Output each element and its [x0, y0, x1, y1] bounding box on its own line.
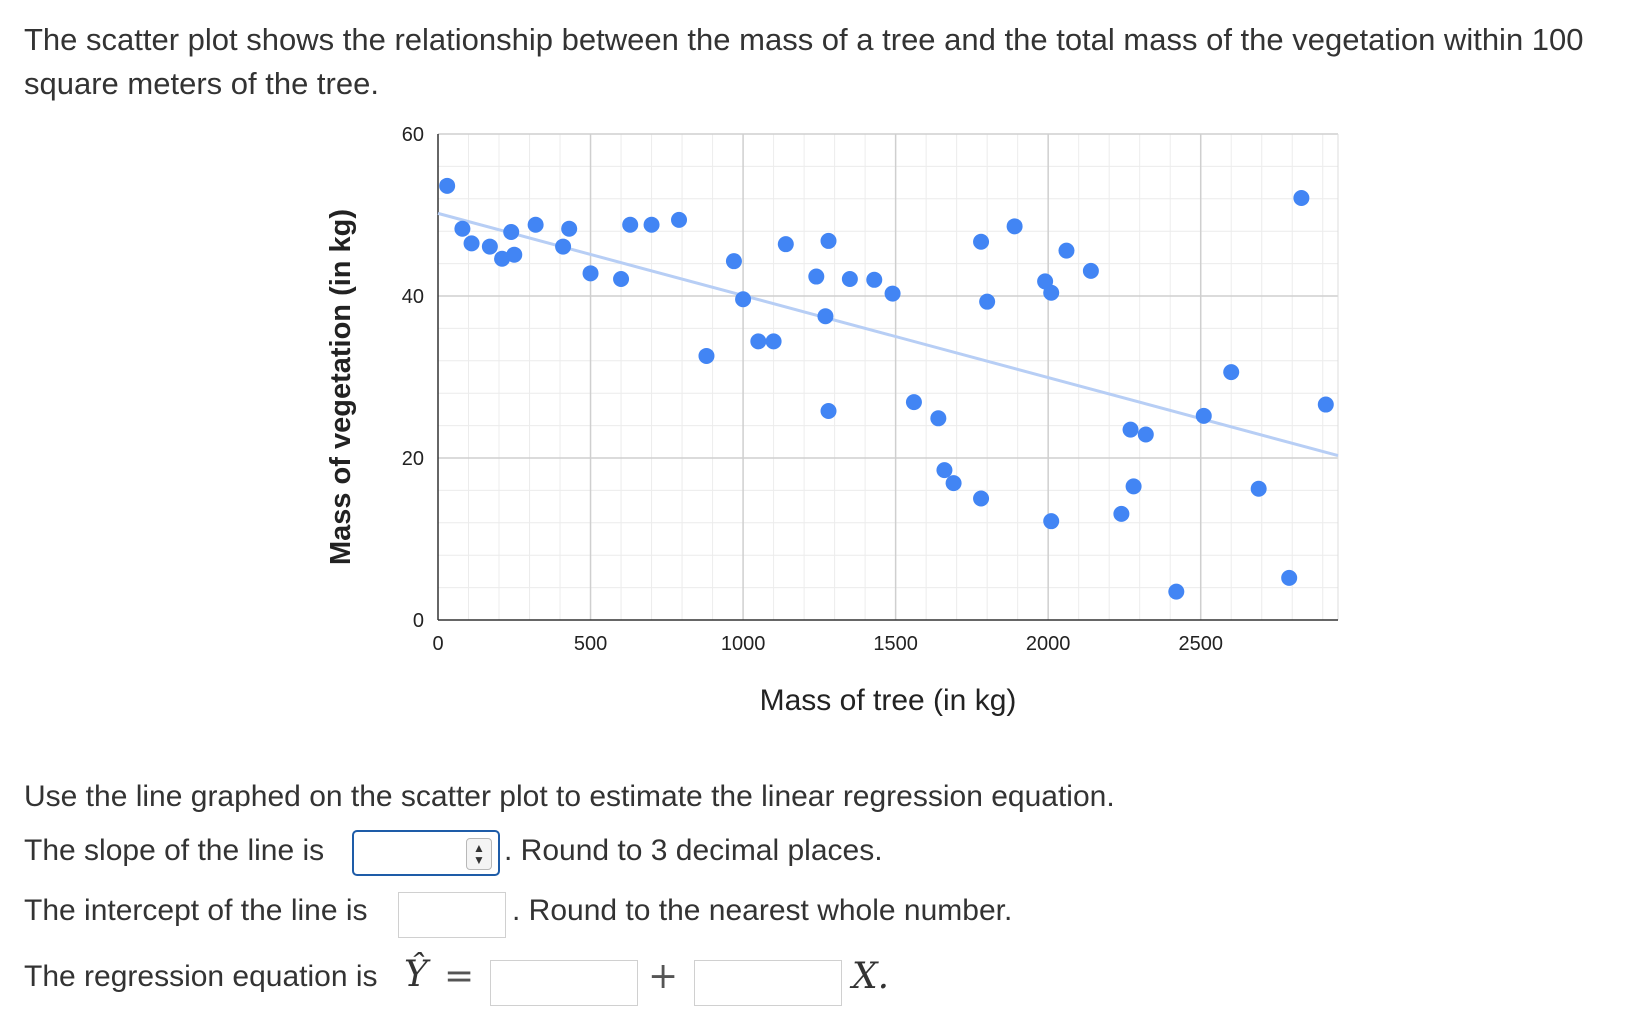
- data-point: [979, 293, 996, 310]
- data-point: [808, 268, 825, 285]
- data-point: [817, 308, 834, 325]
- equation-plus: +: [648, 956, 679, 997]
- x-tick-label: 500: [574, 633, 607, 655]
- equation-lhs: Ŷ: [404, 954, 428, 995]
- data-point: [582, 265, 599, 282]
- data-point: [613, 270, 630, 287]
- data-point: [1317, 396, 1334, 413]
- data-point: [439, 177, 456, 194]
- data-point: [735, 291, 752, 308]
- chart-axes: [437, 134, 1338, 621]
- data-point: [1223, 364, 1240, 381]
- data-point: [1125, 478, 1142, 495]
- data-point: [841, 270, 858, 287]
- data-point: [1082, 262, 1099, 279]
- data-point: [973, 490, 990, 507]
- data-point: [930, 410, 947, 427]
- data-point: [1137, 426, 1154, 443]
- data-point: [506, 246, 523, 263]
- intercept-input[interactable]: [398, 892, 506, 938]
- data-point: [1043, 513, 1060, 530]
- data-point: [973, 233, 990, 250]
- y-axis-label: Mass of vegetation (in kg): [325, 209, 357, 565]
- x-tick-label: 1000: [721, 633, 766, 655]
- x-tick-label: 1500: [873, 633, 918, 655]
- slope-input[interactable]: ▲ ▼: [352, 830, 500, 876]
- y-tick-label: 40: [402, 286, 424, 308]
- trendline: [437, 211, 1339, 458]
- x-tick-label: 0: [432, 633, 443, 655]
- y-tick-label: 0: [413, 610, 424, 632]
- data-point: [945, 475, 962, 492]
- y-tick-label: 20: [402, 448, 424, 470]
- equation-slope-input[interactable]: [694, 960, 842, 1006]
- data-point: [1058, 242, 1075, 259]
- data-point: [643, 216, 660, 233]
- data-point: [555, 238, 572, 255]
- data-points: [439, 177, 1334, 600]
- x-tick-label: 2500: [1178, 633, 1223, 655]
- intercept-suffix: . Round to the nearest whole number.: [512, 894, 1013, 927]
- data-point: [1250, 480, 1267, 497]
- data-point: [503, 224, 520, 241]
- slope-prefix: The slope of the line is: [24, 834, 325, 867]
- data-point: [698, 347, 715, 364]
- slope-suffix: . Round to 3 decimal places.: [504, 834, 883, 867]
- data-point: [561, 220, 578, 237]
- slope-stepper[interactable]: ▲ ▼: [466, 838, 492, 870]
- instruction-text: Use the line graphed on the scatter plot…: [24, 780, 1115, 813]
- data-point: [1113, 505, 1130, 522]
- data-point: [765, 333, 782, 350]
- data-point: [1043, 284, 1060, 301]
- x-tick-label: 2000: [1026, 633, 1071, 655]
- y-tick-label: 60: [402, 124, 424, 146]
- data-point: [494, 250, 511, 267]
- data-point: [1293, 189, 1310, 206]
- data-point: [884, 285, 901, 302]
- question-intro: The scatter plot shows the relationship …: [24, 22, 1584, 101]
- data-point: [622, 216, 639, 233]
- equation-prefix: The regression equation is: [24, 960, 378, 993]
- scatter-chart: 0 500 1000 1500 2000 2500 0 20 40 60 Mass of tree…: [325, 124, 1339, 717]
- equation-variable: X.: [852, 956, 890, 997]
- data-point: [750, 333, 767, 350]
- equation-equals: =: [444, 956, 475, 997]
- data-point: [820, 232, 837, 249]
- data-point: [936, 462, 953, 479]
- data-point: [527, 216, 544, 233]
- data-point: [905, 394, 922, 411]
- data-point: [1122, 421, 1139, 438]
- data-point: [1006, 218, 1023, 235]
- stepper-up-icon[interactable]: ▲: [473, 841, 485, 855]
- data-point: [866, 271, 883, 288]
- stepper-down-icon[interactable]: ▼: [473, 853, 485, 867]
- data-point: [1195, 407, 1212, 424]
- data-point: [463, 235, 480, 252]
- data-point: [671, 211, 688, 228]
- data-point: [725, 253, 742, 270]
- data-point: [481, 238, 498, 255]
- data-point: [1281, 569, 1298, 586]
- chart-grid: [438, 133, 1339, 620]
- data-point: [777, 236, 794, 253]
- data-point: [820, 403, 837, 420]
- x-axis-label: Mass of tree (in kg): [760, 684, 1017, 717]
- data-point: [454, 220, 471, 237]
- equation-intercept-input[interactable]: [490, 960, 638, 1006]
- intercept-prefix: The intercept of the line is: [24, 894, 368, 927]
- data-point: [1168, 583, 1185, 600]
- chart-ticks: 0 500 1000 1500 2000 2500 0 20 40 60: [402, 124, 1223, 655]
